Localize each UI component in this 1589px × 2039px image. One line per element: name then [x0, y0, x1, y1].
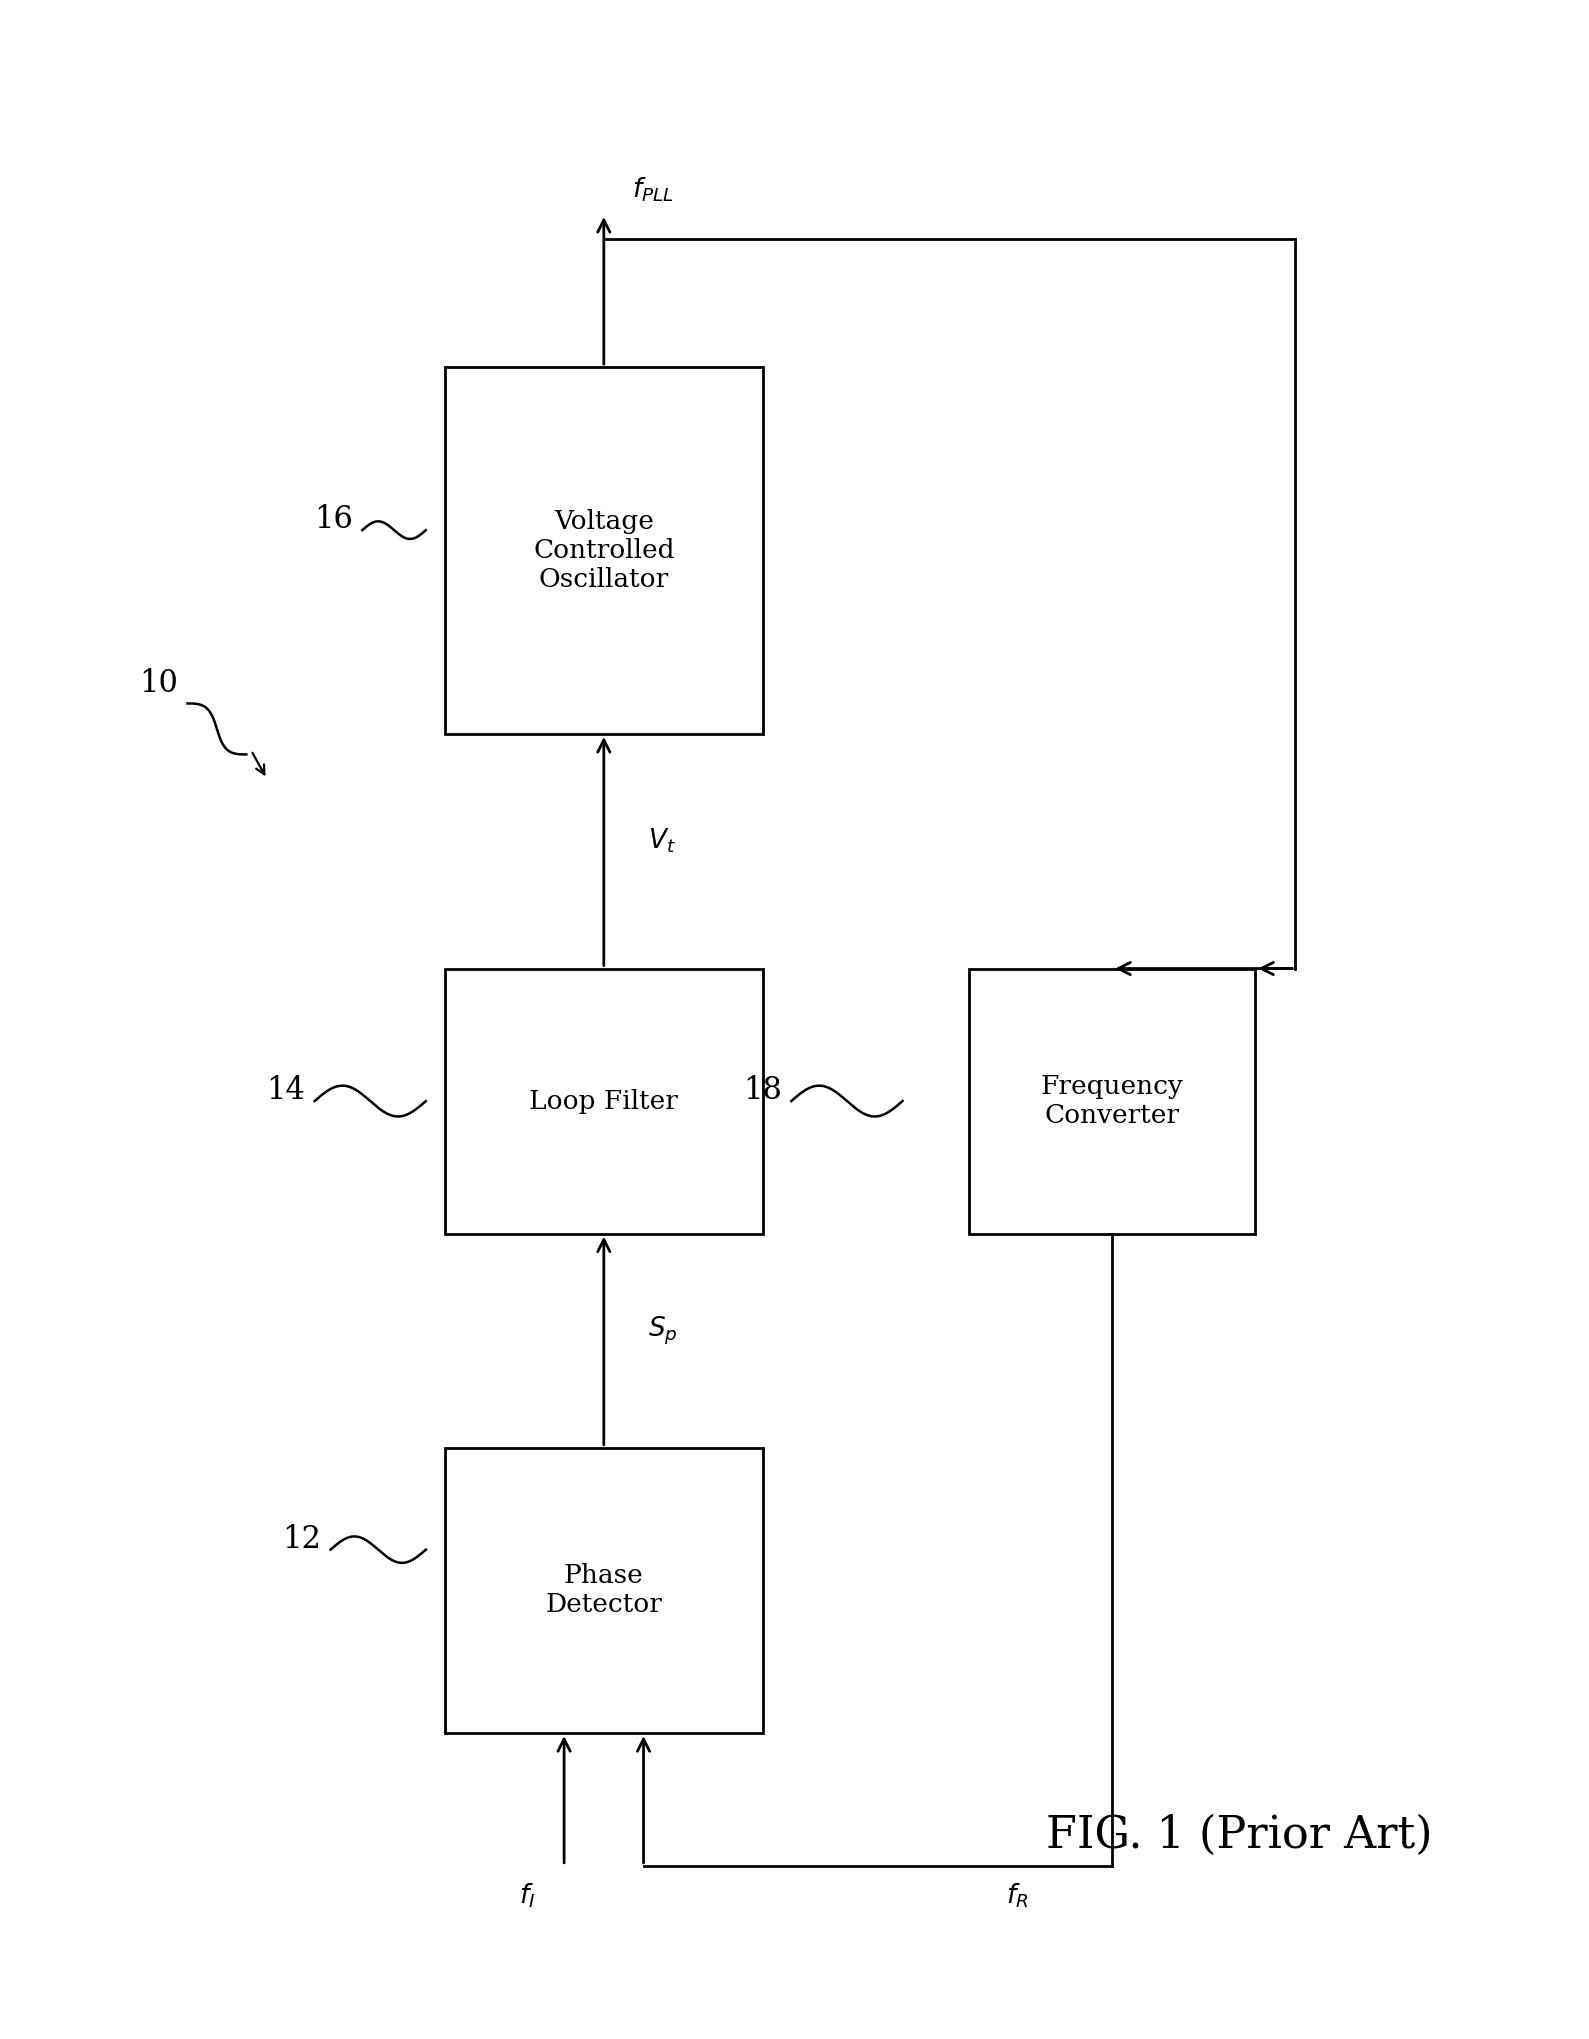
Text: $f_{PLL}$: $f_{PLL}$ [632, 175, 674, 204]
Text: 16: 16 [315, 504, 353, 536]
Text: $S_p$: $S_p$ [648, 1315, 679, 1346]
Text: FIG. 1 (Prior Art): FIG. 1 (Prior Art) [1046, 1813, 1433, 1858]
Text: Loop Filter: Loop Filter [529, 1089, 679, 1113]
Text: $f_R$: $f_R$ [1006, 1882, 1028, 1911]
Text: $V_t$: $V_t$ [648, 828, 677, 854]
FancyBboxPatch shape [445, 969, 763, 1234]
Text: 10: 10 [140, 667, 178, 699]
Text: Voltage
Controlled
Oscillator: Voltage Controlled Oscillator [532, 510, 675, 591]
FancyBboxPatch shape [445, 1448, 763, 1733]
Text: Phase
Detector: Phase Detector [545, 1564, 663, 1617]
Text: Frequency
Converter: Frequency Converter [1041, 1075, 1184, 1128]
FancyBboxPatch shape [969, 969, 1255, 1234]
Text: $f_I$: $f_I$ [520, 1882, 535, 1911]
Text: 14: 14 [267, 1075, 305, 1107]
Text: 12: 12 [283, 1523, 321, 1556]
Text: 18: 18 [744, 1075, 782, 1107]
FancyBboxPatch shape [445, 367, 763, 734]
